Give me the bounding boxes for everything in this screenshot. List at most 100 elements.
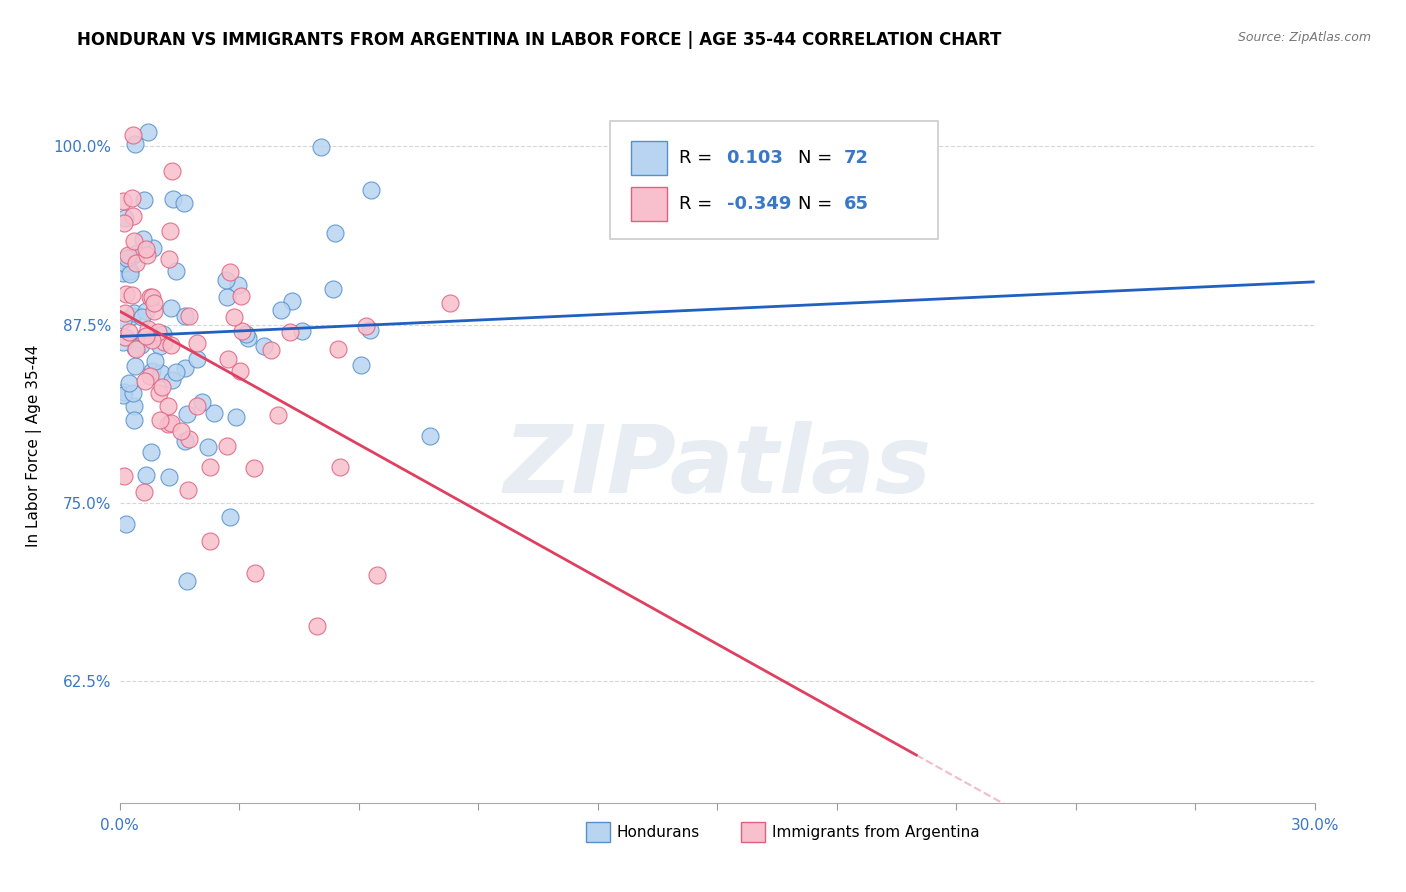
Point bbox=[135, 328, 157, 343]
Point bbox=[198, 534, 221, 549]
Point bbox=[122, 234, 145, 248]
Point bbox=[134, 374, 156, 388]
Point bbox=[176, 574, 198, 588]
Point bbox=[177, 483, 200, 497]
Point bbox=[150, 380, 173, 394]
Point bbox=[350, 358, 373, 372]
Point bbox=[112, 256, 135, 270]
Point bbox=[202, 406, 225, 420]
Point bbox=[152, 326, 174, 341]
Point bbox=[115, 251, 138, 265]
Point bbox=[120, 264, 142, 278]
Point bbox=[280, 294, 302, 309]
Point bbox=[149, 413, 172, 427]
Point bbox=[215, 289, 238, 303]
Point bbox=[160, 301, 183, 316]
Point bbox=[253, 339, 276, 353]
Point bbox=[176, 407, 198, 421]
Point bbox=[156, 417, 179, 431]
Point bbox=[135, 242, 157, 256]
Point bbox=[191, 394, 214, 409]
Point bbox=[112, 313, 135, 327]
Point bbox=[173, 309, 195, 323]
Point bbox=[291, 324, 314, 338]
Text: R =: R = bbox=[679, 149, 718, 167]
Point bbox=[122, 385, 145, 400]
Point bbox=[160, 338, 183, 352]
FancyBboxPatch shape bbox=[586, 822, 610, 842]
Point bbox=[177, 310, 200, 324]
Point bbox=[170, 424, 193, 438]
Point bbox=[115, 517, 138, 532]
Point bbox=[143, 296, 166, 310]
Point bbox=[117, 248, 139, 262]
Point bbox=[112, 216, 135, 230]
Point bbox=[165, 365, 187, 379]
Point bbox=[218, 509, 240, 524]
Point bbox=[231, 289, 253, 303]
Point bbox=[125, 342, 148, 356]
Point bbox=[419, 429, 441, 443]
Point bbox=[120, 267, 142, 281]
Text: Hondurans: Hondurans bbox=[617, 825, 700, 840]
Point bbox=[165, 264, 187, 278]
Point bbox=[131, 310, 153, 325]
Point bbox=[121, 191, 143, 205]
Text: 65: 65 bbox=[844, 195, 869, 213]
FancyBboxPatch shape bbox=[631, 187, 666, 221]
Point bbox=[112, 469, 135, 483]
Point bbox=[141, 444, 163, 458]
Point bbox=[142, 242, 165, 256]
Point bbox=[186, 399, 208, 413]
Point bbox=[114, 329, 136, 343]
Point bbox=[153, 334, 176, 349]
Point bbox=[439, 296, 461, 310]
Point bbox=[231, 324, 253, 338]
Point bbox=[114, 211, 136, 225]
Point bbox=[366, 567, 388, 582]
Point bbox=[112, 388, 135, 402]
Point bbox=[354, 319, 377, 334]
Point bbox=[121, 249, 143, 263]
FancyBboxPatch shape bbox=[631, 141, 666, 175]
Point bbox=[118, 376, 141, 390]
Point bbox=[146, 325, 169, 339]
Point bbox=[267, 409, 290, 423]
Point bbox=[135, 328, 157, 343]
Point bbox=[122, 399, 145, 413]
Point bbox=[260, 343, 283, 358]
Point bbox=[149, 339, 172, 353]
Point bbox=[132, 484, 155, 499]
Point bbox=[309, 140, 332, 154]
Point bbox=[112, 194, 135, 209]
Point bbox=[141, 364, 163, 378]
Point bbox=[162, 164, 184, 178]
Point bbox=[225, 409, 247, 424]
Text: 72: 72 bbox=[844, 149, 869, 167]
Point bbox=[112, 266, 135, 280]
Point bbox=[359, 323, 381, 337]
Point bbox=[217, 352, 239, 367]
Point bbox=[245, 566, 267, 580]
Point bbox=[121, 309, 143, 323]
Text: 0.103: 0.103 bbox=[727, 149, 783, 167]
Point bbox=[141, 290, 163, 304]
Point bbox=[136, 248, 159, 262]
Point bbox=[173, 196, 195, 211]
Point bbox=[135, 304, 157, 318]
Point bbox=[125, 246, 148, 260]
Point bbox=[325, 227, 347, 241]
Point bbox=[186, 352, 208, 367]
Point bbox=[229, 364, 252, 378]
Text: Source: ZipAtlas.com: Source: ZipAtlas.com bbox=[1237, 31, 1371, 45]
Point bbox=[138, 321, 160, 335]
Point bbox=[139, 290, 162, 304]
Point bbox=[114, 306, 136, 320]
Point bbox=[124, 342, 146, 356]
Y-axis label: In Labor Force | Age 35-44: In Labor Force | Age 35-44 bbox=[27, 345, 42, 547]
Text: ZIPatlas: ZIPatlas bbox=[503, 421, 931, 514]
Point bbox=[322, 282, 344, 296]
Point bbox=[222, 310, 245, 324]
Point bbox=[235, 327, 257, 342]
Point bbox=[159, 223, 181, 237]
